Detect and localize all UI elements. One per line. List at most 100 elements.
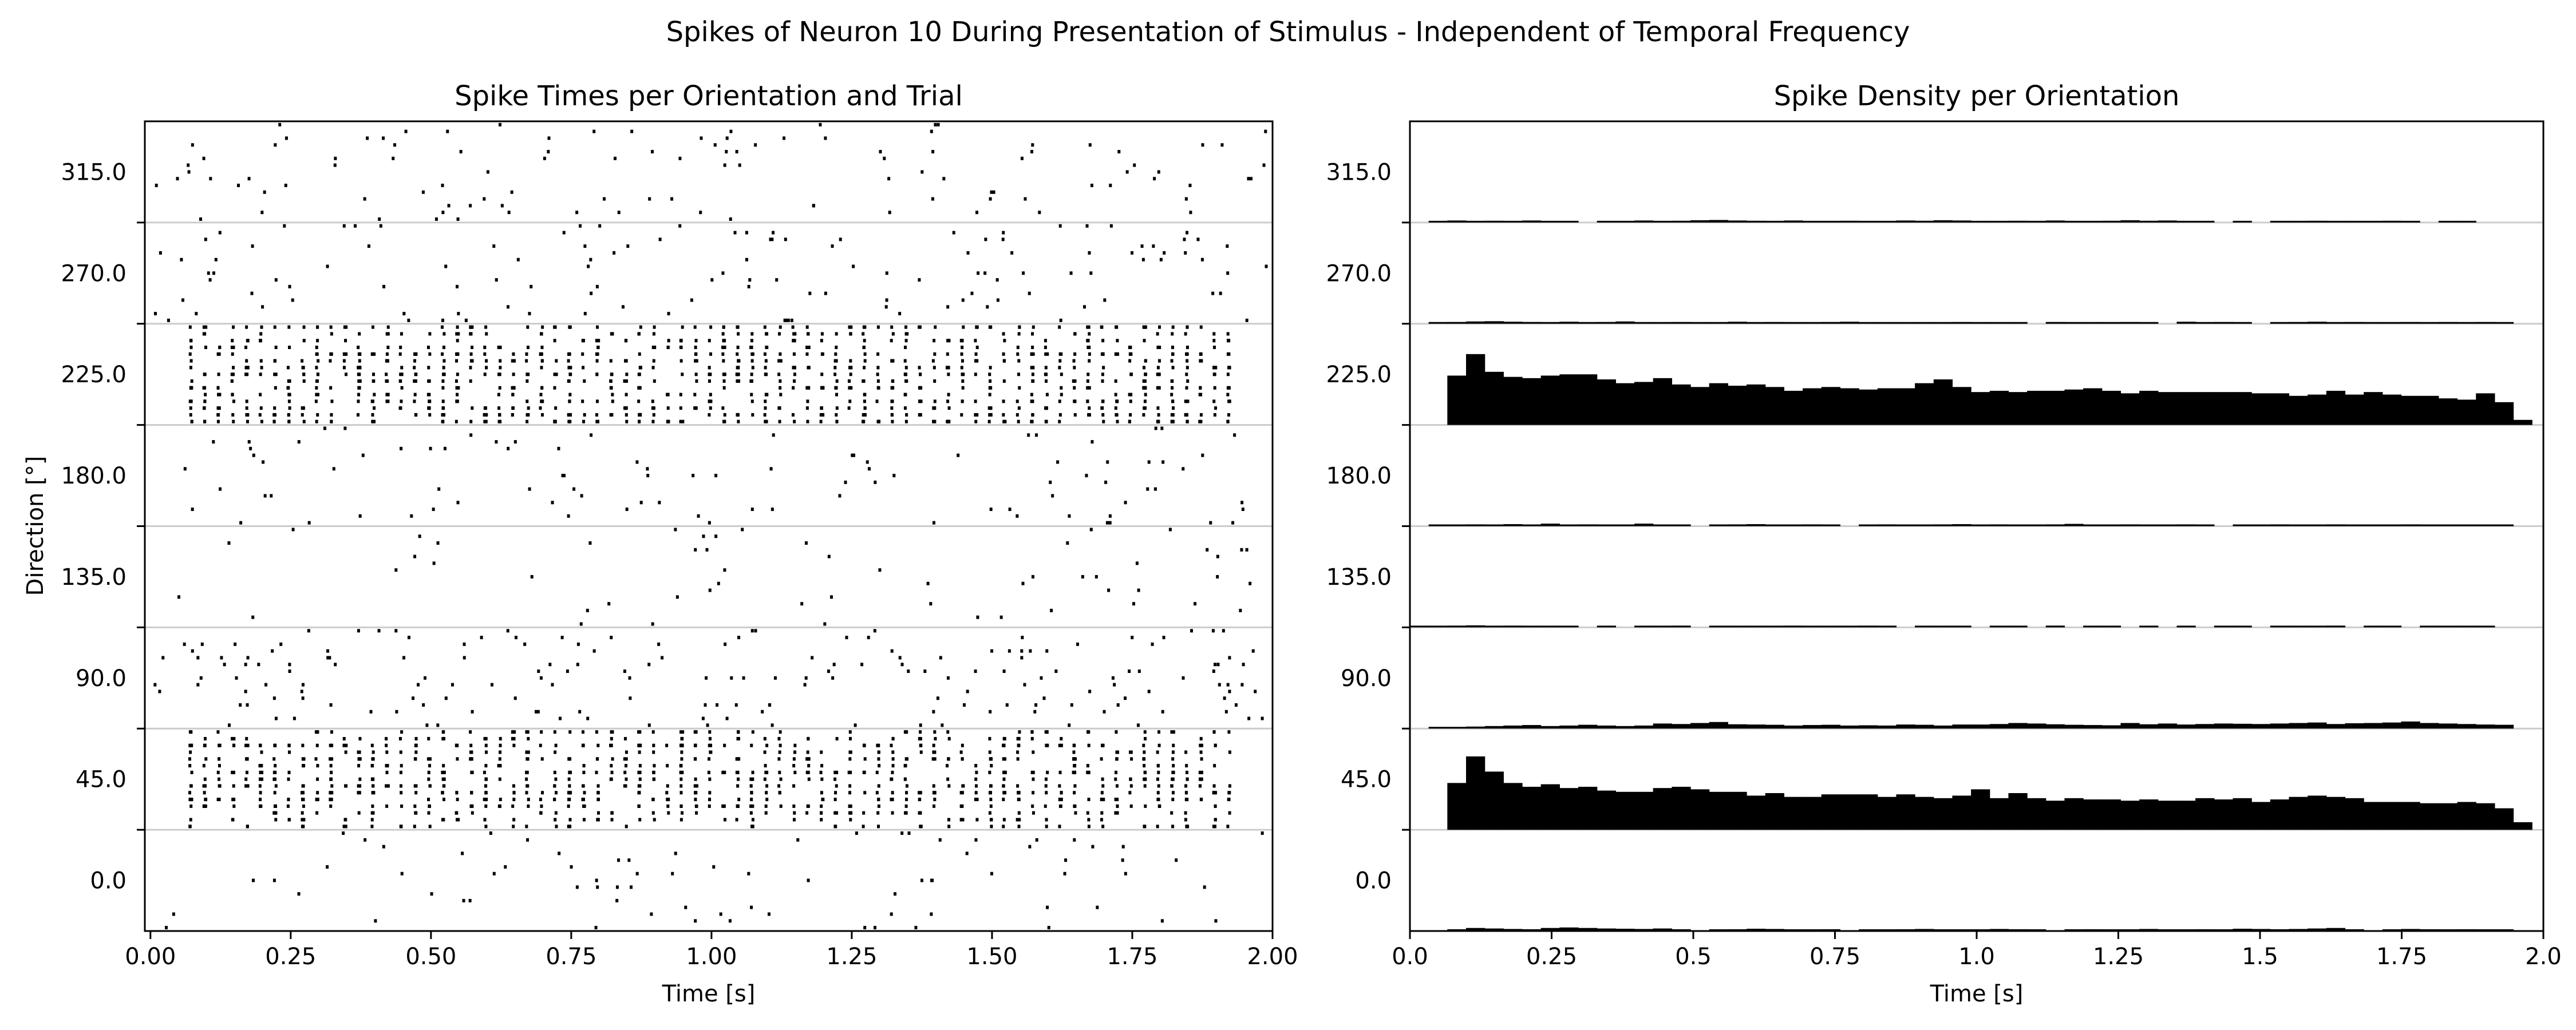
density-bar (1578, 786, 1598, 830)
density-bar (2195, 798, 2215, 830)
spike-mark (735, 150, 738, 154)
density-bar (2382, 625, 2402, 628)
spike-mark (246, 419, 249, 423)
spike-mark (231, 352, 234, 356)
x-tick-label: 1.00 (686, 944, 737, 970)
spike-mark (372, 379, 376, 383)
spike-mark (1214, 818, 1217, 822)
spike-mark (888, 211, 891, 215)
spike-mark (750, 332, 754, 336)
spike-mark (1101, 784, 1105, 788)
spike-mark (301, 743, 305, 747)
spike-mark (834, 352, 837, 356)
spike-mark (1073, 399, 1076, 403)
spike-mark (525, 770, 528, 774)
density-x-ticks: 0.0 0.25 0.5 0.75 1.0 1.25 1.5 1.75 2.0 (1392, 931, 2562, 970)
spike-mark (181, 298, 184, 302)
density-bar (1821, 625, 1841, 628)
spike-mark (918, 413, 921, 417)
spike-mark (329, 703, 333, 707)
spike-mark (316, 339, 319, 343)
spike-mark (1101, 373, 1104, 377)
density-bar (2083, 625, 2103, 628)
spike-mark (548, 663, 552, 667)
spike-mark (428, 413, 432, 417)
spike-mark (485, 777, 488, 781)
spike-mark (988, 750, 991, 754)
spike-mark (456, 757, 459, 761)
density-bar (1597, 625, 1616, 628)
spike-mark (873, 629, 876, 633)
raster-x-ticks: 0.00 0.25 0.50 0.75 1.00 1.25 1.50 1.75 2.00 (125, 931, 1298, 970)
spike-mark (735, 757, 738, 761)
spike-mark (679, 770, 682, 774)
spike-mark (820, 791, 823, 795)
density-bar (2438, 803, 2458, 830)
spike-mark (246, 703, 249, 707)
spike-mark (554, 791, 558, 795)
spike-mark (231, 346, 234, 350)
spike-mark (975, 413, 979, 417)
spike-mark (1171, 332, 1174, 336)
spike-mark (1228, 750, 1231, 754)
density-bar (2027, 798, 2046, 830)
spike-mark (218, 393, 222, 397)
density-bar (1672, 625, 1691, 628)
spike-mark (567, 419, 571, 423)
density-bar (1915, 797, 1934, 830)
spike-mark (647, 723, 651, 727)
spike-mark (845, 636, 848, 640)
spike-mark (693, 393, 697, 397)
spike-mark (876, 811, 880, 815)
spike-mark (402, 656, 406, 660)
spike-mark (681, 325, 684, 329)
spike-mark (371, 764, 374, 768)
spike-mark (459, 150, 463, 154)
spike-mark (1133, 163, 1136, 167)
spike-mark (469, 379, 472, 383)
spike-mark (512, 791, 516, 795)
spike-mark (244, 663, 247, 667)
spike-mark (849, 373, 852, 377)
density-bar (1672, 384, 1691, 425)
spike-mark (525, 730, 528, 734)
spike-mark (1068, 723, 1071, 727)
spike-mark (1087, 818, 1091, 822)
spike-mark (1060, 798, 1063, 802)
spike-mark (274, 346, 278, 350)
spike-mark (1002, 413, 1005, 417)
spike-mark (627, 858, 631, 862)
spike-mark (761, 710, 764, 714)
spike-mark (578, 224, 582, 228)
spike-mark (736, 736, 740, 740)
spike-mark (153, 683, 157, 687)
spike-mark (1016, 784, 1020, 788)
spike-mark (990, 825, 993, 829)
spike-mark (1021, 581, 1025, 585)
spike-mark (947, 373, 950, 377)
density-bar (1728, 625, 1747, 628)
raster-separators (145, 221, 1273, 831)
spike-mark (288, 406, 291, 410)
spike-mark (217, 373, 220, 377)
spike-mark (1017, 743, 1020, 747)
spike-mark (273, 406, 276, 410)
spike-mark (442, 770, 446, 774)
spike-mark (300, 791, 303, 795)
spike-mark (1088, 406, 1091, 410)
spike-mark (1017, 332, 1021, 336)
spike-mark (1265, 264, 1268, 268)
density-bar (2438, 322, 2458, 324)
spike-mark (463, 656, 466, 660)
spike-mark (1115, 413, 1118, 417)
density-bar (2139, 625, 2159, 628)
spike-mark (366, 136, 369, 140)
spike-mark (1086, 346, 1090, 350)
spike-mark (1184, 251, 1187, 255)
spike-mark (875, 399, 879, 403)
spike-mark (733, 231, 737, 235)
spike-mark (484, 419, 488, 423)
density-bar (1466, 625, 1485, 628)
density-bar (1896, 322, 1915, 324)
spike-mark (705, 548, 709, 552)
